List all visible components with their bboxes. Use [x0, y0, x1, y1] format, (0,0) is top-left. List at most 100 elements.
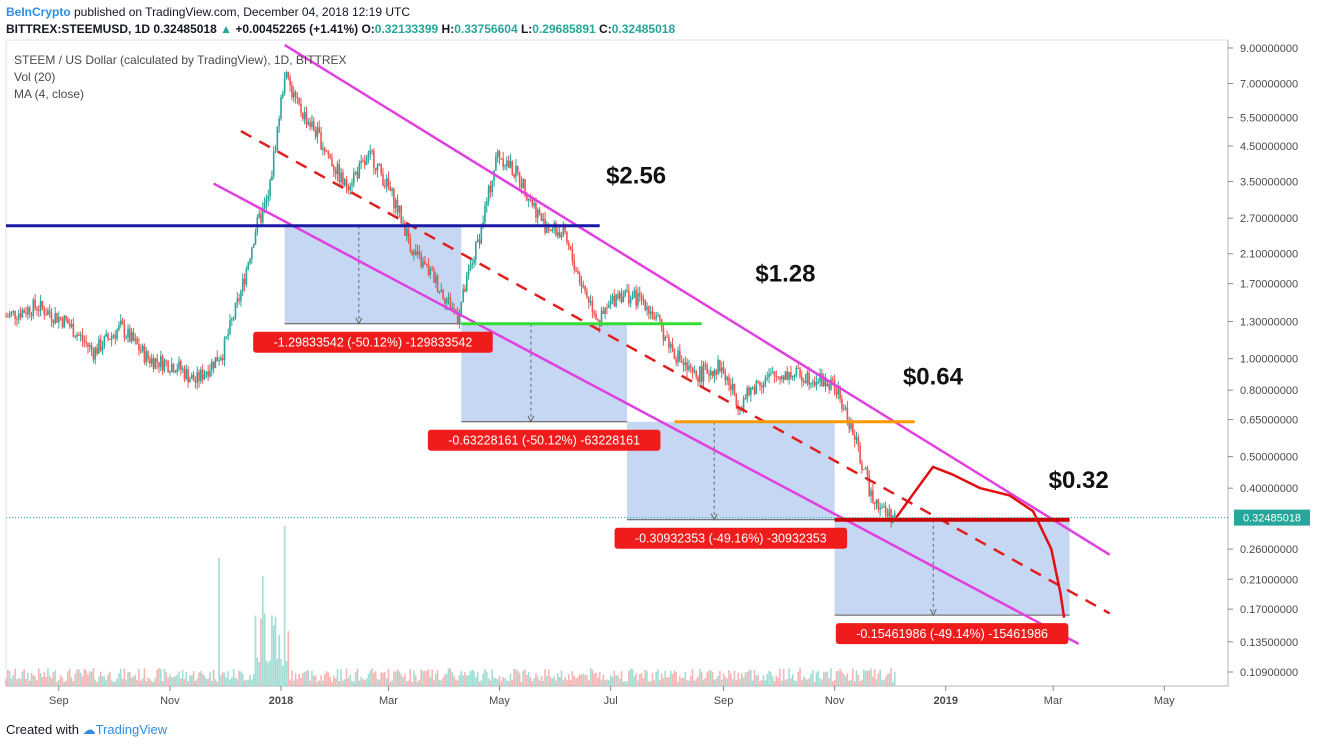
- candle: [232, 317, 235, 320]
- volume-bar: [487, 678, 490, 686]
- price-tick-label: 0.26000000: [1240, 544, 1298, 556]
- volume-bar: [209, 671, 211, 686]
- candle: [83, 340, 86, 342]
- volume-bar: [822, 671, 825, 686]
- volume-bar: [314, 675, 317, 686]
- volume-bar: [646, 671, 648, 686]
- candle: [890, 509, 892, 524]
- candle: [234, 302, 237, 318]
- candle: [675, 358, 677, 363]
- candle: [37, 310, 40, 312]
- volume-bar: [595, 672, 597, 686]
- legend-ma[interactable]: MA (4, close): [14, 87, 85, 101]
- candle: [567, 242, 570, 247]
- candle: [744, 398, 747, 400]
- candle: [394, 200, 397, 209]
- candle: [68, 323, 71, 327]
- tradingview-logo-icon[interactable]: ☁: [82, 722, 96, 737]
- candle: [152, 358, 155, 369]
- volume-bar: [771, 676, 774, 686]
- candle: [167, 361, 169, 373]
- footer: Created with ☁TradingView: [6, 722, 167, 738]
- candle: [260, 213, 262, 223]
- volume-bar: [584, 674, 586, 686]
- candle: [76, 334, 78, 338]
- volume-bar: [593, 673, 596, 686]
- candle: [622, 296, 625, 303]
- candle: [54, 313, 56, 324]
- candle: [728, 377, 730, 385]
- volume-bar: [788, 668, 790, 686]
- candle: [405, 228, 408, 236]
- candle: [686, 362, 688, 370]
- price-tick-label: 9.00000000: [1240, 43, 1298, 55]
- volume-bar: [640, 672, 643, 686]
- volume-bar: [367, 673, 370, 686]
- volume-bar: [546, 676, 548, 686]
- volume-bar: [467, 675, 470, 686]
- volume-bar: [212, 669, 215, 686]
- author-link[interactable]: BeInCrypto: [6, 5, 71, 19]
- volume-bar: [37, 668, 40, 686]
- volume-bar: [32, 675, 35, 686]
- volume-bar: [234, 677, 237, 686]
- candle: [258, 213, 260, 218]
- candle: [340, 172, 342, 183]
- legend-volume[interactable]: Vol (20): [14, 70, 56, 84]
- volume-bar: [207, 678, 209, 686]
- candle: [507, 160, 510, 168]
- volume-bar: [755, 675, 758, 686]
- measure-label-bg: [835, 623, 1069, 645]
- volume-bar: [50, 678, 53, 686]
- candle: [587, 297, 590, 303]
- volume-bar: [657, 669, 659, 686]
- candle: [697, 376, 699, 383]
- candle: [562, 226, 565, 235]
- volume-bar: [287, 631, 290, 686]
- volume-bar: [121, 679, 124, 686]
- volume-bar: [735, 680, 738, 686]
- candle: [699, 366, 701, 383]
- volume-bar: [742, 677, 745, 686]
- published-text: published on TradingView.com, December 0…: [70, 5, 410, 19]
- candle: [750, 387, 752, 395]
- price-tick-label: 0.13500000: [1240, 637, 1298, 649]
- candle: [5, 316, 7, 318]
- volume-bar: [243, 680, 246, 686]
- publish-header: BeInCrypto published on TradingView.com,…: [6, 4, 410, 21]
- volume-bar: [139, 680, 142, 686]
- candle: [680, 361, 683, 363]
- candle: [400, 205, 402, 224]
- candle: [602, 310, 605, 314]
- candle: [12, 310, 15, 312]
- candle: [291, 84, 293, 98]
- measure-label-bg: [427, 429, 661, 451]
- candle: [376, 164, 379, 171]
- volume-bar: [536, 676, 539, 686]
- volume-bar: [817, 670, 820, 686]
- volume-bar: [498, 675, 501, 686]
- tradingview-link[interactable]: TradingView: [95, 722, 168, 737]
- candle: [203, 374, 206, 380]
- candle: [185, 369, 188, 380]
- candle: [717, 359, 719, 375]
- volume-bar: [16, 679, 18, 686]
- candle: [651, 311, 654, 318]
- volume-bar: [567, 674, 570, 686]
- volume-bar: [775, 675, 778, 686]
- volume-bar: [205, 678, 208, 686]
- volume-bar: [582, 673, 585, 686]
- volume-bar: [136, 680, 138, 686]
- candle: [859, 445, 861, 463]
- candle: [96, 347, 98, 354]
- candle: [810, 382, 812, 385]
- candle: [21, 310, 24, 318]
- candle: [668, 337, 670, 348]
- candle: [881, 507, 883, 509]
- volume-bar: [161, 681, 164, 686]
- candle: [476, 239, 479, 242]
- volume-bar: [125, 679, 127, 686]
- volume-bar: [99, 671, 102, 686]
- volume-bar: [872, 676, 874, 686]
